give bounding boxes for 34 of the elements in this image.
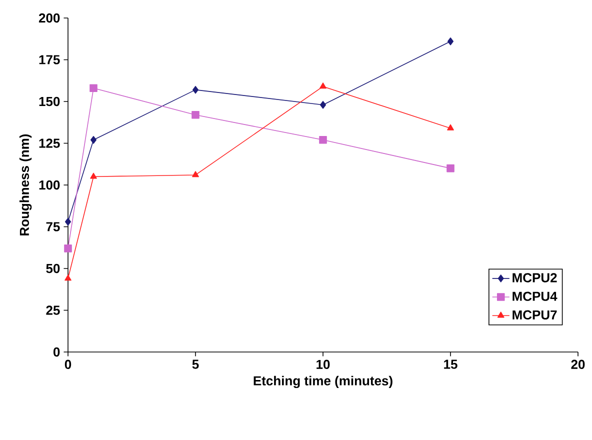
y-tick-label: 125: [39, 138, 60, 148]
x-tick-label: 15: [444, 360, 458, 369]
y-axis-title: Roughness (nm): [19, 134, 32, 236]
y-tick-label: 50: [46, 264, 60, 274]
y-tick-label: 100: [39, 180, 60, 190]
point: [446, 164, 454, 172]
x-tick-label: 0: [64, 360, 72, 370]
point: [447, 37, 454, 46]
x-tick-label: 5: [192, 360, 199, 369]
y-tick-label: 75: [46, 222, 60, 232]
y-tick-label: 0: [53, 347, 60, 357]
point: [192, 110, 200, 119]
point: [90, 172, 97, 179]
x-tick-label: 20: [571, 360, 585, 370]
y-tick-label: 175: [39, 55, 60, 64]
y-tick-label: 25: [46, 306, 60, 315]
x-tick-label: 10: [316, 360, 330, 370]
y-tick-label: 200: [38, 13, 60, 23]
point: [320, 82, 326, 89]
point: [64, 218, 72, 226]
legend-label: MCPU7: [512, 310, 557, 320]
point: [90, 84, 98, 92]
y-tick-label: 150: [39, 96, 60, 106]
point: [319, 136, 327, 144]
point: [64, 274, 72, 281]
point: [192, 86, 199, 94]
x-axis-title: Etching time (minutes): [254, 376, 392, 388]
point: [447, 124, 454, 130]
legend-label: MCPU4: [512, 292, 558, 301]
point: [192, 171, 199, 178]
point: [64, 244, 72, 252]
point: [320, 100, 326, 109]
point: [90, 136, 97, 144]
legend-label: MCPU2: [512, 273, 557, 282]
